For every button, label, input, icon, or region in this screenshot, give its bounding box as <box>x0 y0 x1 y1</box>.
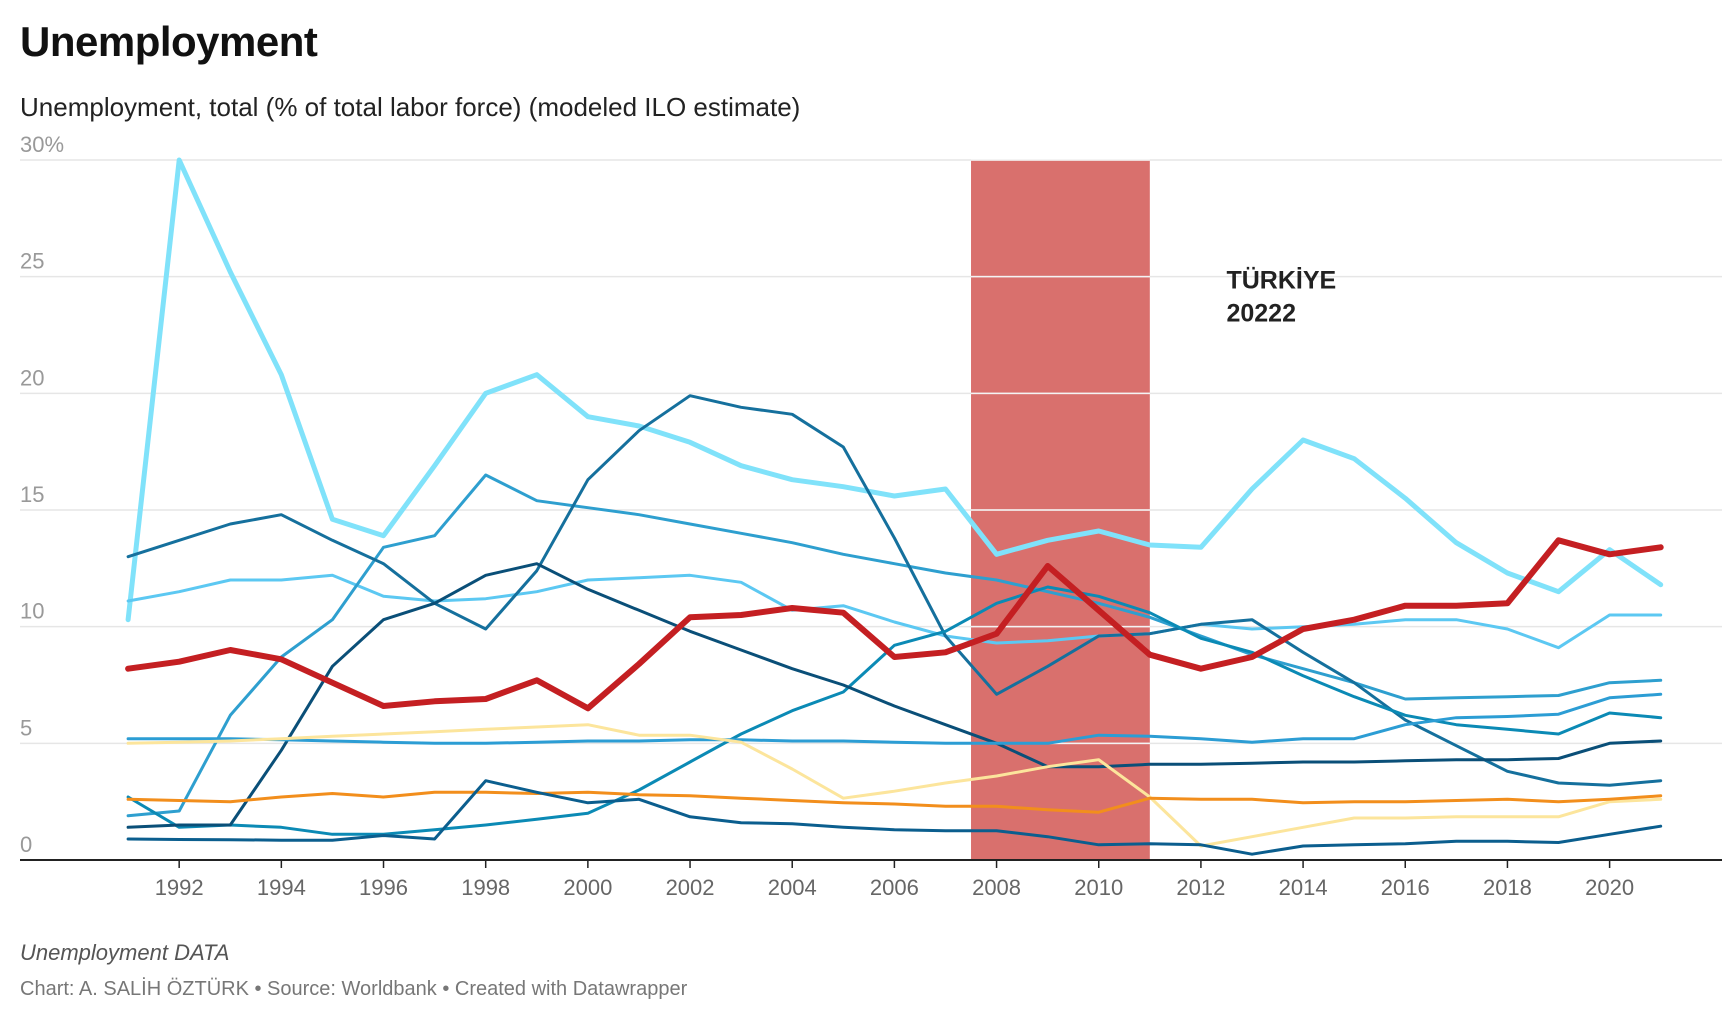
chart-subtitle: Unemployment, total (% of total labor fo… <box>20 92 801 122</box>
x-tick-label: 1996 <box>359 875 408 900</box>
series-line-7 <box>126 692 1663 745</box>
y-tick-label: 0 <box>20 832 32 857</box>
x-tick-label: 2018 <box>1483 875 1532 900</box>
x-tick-label: 1998 <box>461 875 510 900</box>
series-line-11 <box>125 537 1664 712</box>
series-line-4 <box>126 394 1663 787</box>
y-tick-label: 30% <box>20 132 64 157</box>
x-tick-label: 1994 <box>257 875 306 900</box>
x-tick-label: 2006 <box>870 875 919 900</box>
series-line-6 <box>126 562 1663 829</box>
x-tick-label: 2010 <box>1074 875 1123 900</box>
series-line-8 <box>126 723 1663 848</box>
chart-title: Unemployment <box>20 18 318 65</box>
y-tick-label: 20 <box>20 365 44 390</box>
x-tick-label: 2000 <box>563 875 612 900</box>
series-line-1 <box>125 157 1664 623</box>
series-line-9 <box>126 790 1663 814</box>
y-tick-label: 5 <box>20 715 32 740</box>
x-tick-label: 1992 <box>155 875 204 900</box>
x-tick-label: 2014 <box>1279 875 1328 900</box>
series-line-10 <box>126 779 1663 856</box>
x-tick-label: 2004 <box>768 875 817 900</box>
series-line-2 <box>126 573 1663 650</box>
annotation-label: 20222 <box>1226 299 1296 327</box>
chart-credit: Chart: A. SALİH ÖZTÜRK • Source: Worldba… <box>20 978 688 1000</box>
x-tick-label: 2016 <box>1381 875 1430 900</box>
chart-note: Unemployment DATA <box>20 940 230 965</box>
x-tick-label: 2012 <box>1176 875 1225 900</box>
series-line-5 <box>126 585 1663 836</box>
x-tick-label: 2008 <box>972 875 1021 900</box>
y-tick-label: 15 <box>20 482 44 507</box>
annotation-label: TÜRKİYE <box>1226 265 1336 294</box>
x-tick-label: 2020 <box>1585 875 1634 900</box>
y-tick-label: 10 <box>20 599 44 624</box>
y-tick-label: 25 <box>20 249 44 274</box>
x-tick-label: 2002 <box>666 875 715 900</box>
series-line-3 <box>126 473 1663 818</box>
